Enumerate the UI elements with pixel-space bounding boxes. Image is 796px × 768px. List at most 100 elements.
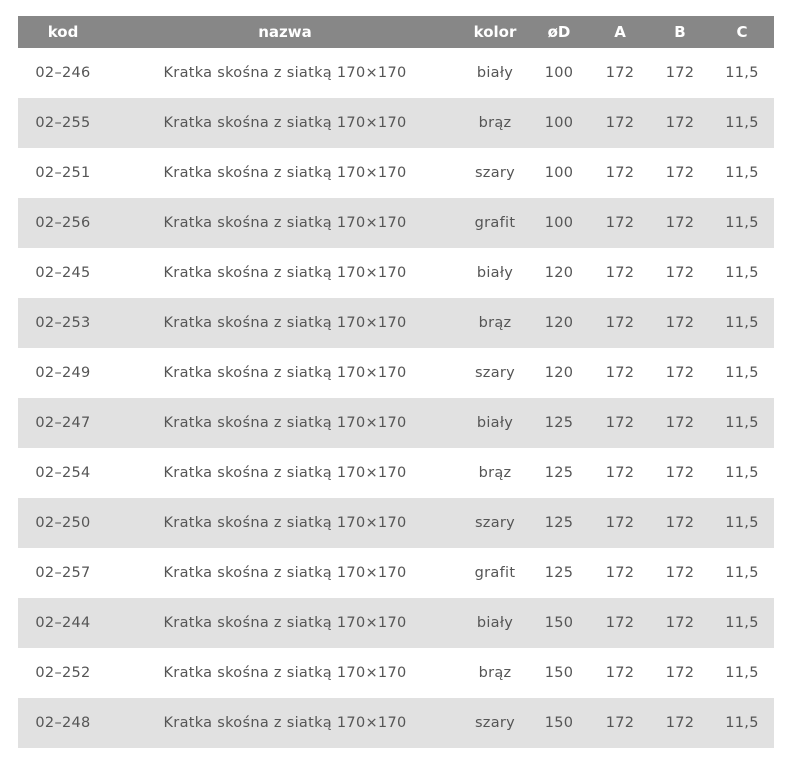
cell-nazwa: Kratka skośna z siatką 170×170	[163, 665, 407, 681]
cell-kod: 02–249	[35, 365, 91, 381]
cell-kod: 02–253	[18, 298, 108, 348]
cell-diameter: 120	[544, 265, 574, 281]
cell-kolor: biały	[462, 398, 528, 448]
table-row: 02–255 Kratka skośna z siatką 170×170 brąz…	[18, 98, 774, 148]
cell-a: 172	[590, 498, 650, 548]
cell-kolor: grafit	[474, 565, 516, 581]
product-table: kod nazwa kolor øD A B C 02–246 Kratka sk…	[18, 16, 774, 748]
cell-a: 172	[605, 565, 635, 581]
cell-nazwa: Kratka skośna z siatką 170×170	[108, 398, 462, 448]
cell-diameter: 100	[544, 65, 574, 81]
cell-diameter: 100	[528, 198, 590, 248]
cell-a: 172	[590, 598, 650, 648]
cell-diameter: 150	[544, 665, 574, 681]
table-row: 02–250 Kratka skośna z siatką 170×170 szar…	[18, 498, 774, 548]
header-kod: kod	[18, 16, 108, 48]
cell-kod: 02–248	[18, 698, 108, 748]
cell-b: 172	[650, 498, 710, 548]
cell-kolor: biały	[476, 65, 514, 81]
cell-nazwa: Kratka skośna z siatką 170×170	[108, 498, 462, 548]
cell-a: 172	[605, 165, 635, 181]
table-row: 02–246 Kratka skośna z siatką 170×170 biał…	[18, 48, 774, 98]
cell-diameter: 100	[544, 165, 574, 181]
cell-diameter: 125	[544, 465, 574, 481]
cell-b: 172	[650, 598, 710, 648]
cell-c: 11,5	[725, 265, 759, 281]
table-row: 02–247 Kratka skośna z siatką 170×170 biał…	[18, 398, 774, 448]
cell-c: 11,5	[710, 398, 774, 448]
header-diameter: øD	[528, 16, 590, 48]
cell-b: 172	[665, 465, 695, 481]
table-header-row: kod nazwa kolor øD A B C	[18, 16, 774, 48]
cell-kolor: brąz	[478, 465, 512, 481]
table-row: 02–251 Kratka skośna z siatką 170×170 szar…	[18, 148, 774, 198]
cell-diameter: 120	[544, 365, 574, 381]
table-row: 02–256 Kratka skośna z siatką 170×170 graf…	[18, 198, 774, 248]
cell-kolor: biały	[476, 265, 514, 281]
cell-kolor: brąz	[462, 98, 528, 148]
cell-kod: 02–251	[35, 165, 91, 181]
table-row: 02–248 Kratka skośna z siatką 170×170 szar…	[18, 698, 774, 748]
cell-c: 11,5	[710, 698, 774, 748]
cell-b: 172	[665, 565, 695, 581]
cell-b: 172	[650, 298, 710, 348]
cell-kod: 02–252	[35, 665, 91, 681]
cell-a: 172	[605, 465, 635, 481]
cell-c: 11,5	[710, 498, 774, 548]
table-row: 02–245 Kratka skośna z siatką 170×170 biał…	[18, 248, 774, 298]
cell-kod: 02–254	[35, 465, 91, 481]
cell-nazwa: Kratka skośna z siatką 170×170	[108, 298, 462, 348]
table-row: 02–254 Kratka skośna z siatką 170×170 brąz…	[18, 448, 774, 498]
cell-kolor: szary	[474, 165, 516, 181]
cell-kolor: szary	[462, 698, 528, 748]
cell-c: 11,5	[725, 165, 759, 181]
cell-nazwa: Kratka skośna z siatką 170×170	[163, 565, 407, 581]
table-body: 02–246 Kratka skośna z siatką 170×170 biał…	[18, 48, 774, 748]
cell-nazwa: Kratka skośna z siatką 170×170	[108, 98, 462, 148]
cell-b: 172	[665, 265, 695, 281]
cell-kod: 02–257	[35, 565, 91, 581]
cell-c: 11,5	[725, 465, 759, 481]
cell-kolor: biały	[462, 598, 528, 648]
cell-a: 172	[590, 298, 650, 348]
cell-c: 11,5	[710, 598, 774, 648]
header-a: A	[590, 16, 650, 48]
cell-c: 11,5	[710, 298, 774, 348]
header-c: C	[710, 16, 774, 48]
cell-c: 11,5	[725, 565, 759, 581]
cell-kod: 02–255	[18, 98, 108, 148]
cell-c: 11,5	[710, 98, 774, 148]
cell-nazwa: Kratka skośna z siatką 170×170	[163, 465, 407, 481]
cell-kod: 02–246	[35, 65, 91, 81]
cell-b: 172	[650, 98, 710, 148]
cell-diameter: 125	[544, 565, 574, 581]
cell-b: 172	[650, 198, 710, 248]
cell-nazwa: Kratka skośna z siatką 170×170	[108, 198, 462, 248]
cell-diameter: 125	[528, 398, 590, 448]
cell-b: 172	[665, 665, 695, 681]
cell-kolor: brąz	[462, 298, 528, 348]
cell-kolor: szary	[462, 498, 528, 548]
cell-b: 172	[665, 165, 695, 181]
cell-kolor: brąz	[478, 665, 512, 681]
cell-b: 172	[665, 65, 695, 81]
cell-diameter: 150	[528, 698, 590, 748]
cell-diameter: 100	[528, 98, 590, 148]
cell-kod: 02–256	[18, 198, 108, 248]
cell-b: 172	[650, 698, 710, 748]
cell-c: 11,5	[725, 365, 759, 381]
cell-kolor: szary	[474, 365, 516, 381]
cell-nazwa: Kratka skośna z siatką 170×170	[163, 65, 407, 81]
cell-b: 172	[650, 398, 710, 448]
table-row: 02–249 Kratka skośna z siatką 170×170 szar…	[18, 348, 774, 398]
cell-diameter: 125	[528, 498, 590, 548]
cell-a: 172	[605, 665, 635, 681]
cell-nazwa: Kratka skośna z siatką 170×170	[108, 698, 462, 748]
table-row: 02–244 Kratka skośna z siatką 170×170 biał…	[18, 598, 774, 648]
cell-c: 11,5	[725, 65, 759, 81]
cell-b: 172	[665, 365, 695, 381]
cell-c: 11,5	[710, 198, 774, 248]
cell-a: 172	[590, 98, 650, 148]
cell-kolor: grafit	[462, 198, 528, 248]
cell-nazwa: Kratka skośna z siatką 170×170	[163, 265, 407, 281]
